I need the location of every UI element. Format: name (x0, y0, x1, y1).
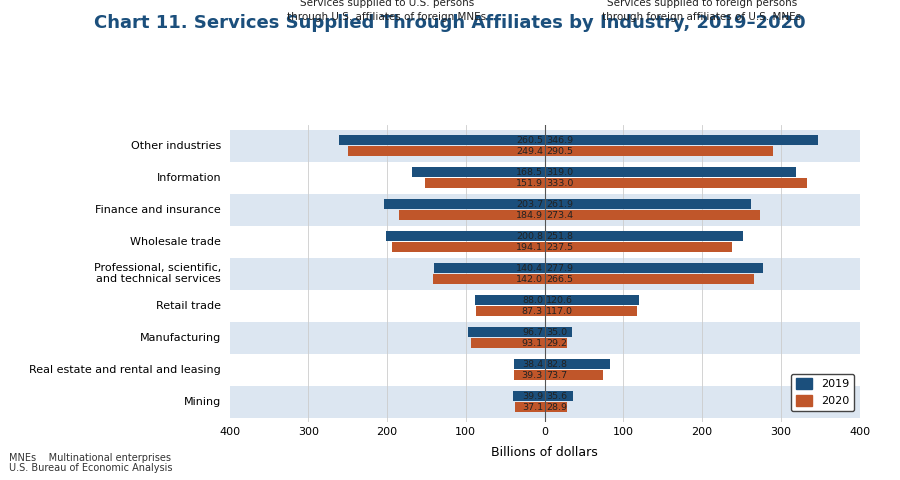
Text: 184.9: 184.9 (516, 211, 543, 219)
Text: 277.9: 277.9 (546, 264, 573, 273)
Text: 35.6: 35.6 (546, 392, 567, 401)
Bar (412, 167, 544, 177)
Bar (433, 274, 544, 284)
Bar (230, 385, 860, 418)
Bar (230, 289, 860, 322)
Text: 249.4: 249.4 (516, 146, 543, 156)
Bar (384, 199, 544, 209)
Text: 35.0: 35.0 (546, 328, 567, 336)
Text: 88.0: 88.0 (522, 296, 543, 305)
Text: 39.9: 39.9 (522, 392, 543, 401)
Bar (544, 295, 640, 305)
Text: 142.0: 142.0 (516, 275, 543, 284)
Text: 140.4: 140.4 (516, 264, 543, 273)
Text: 237.5: 237.5 (546, 242, 573, 252)
Text: 273.4: 273.4 (546, 211, 573, 219)
Text: 200.8: 200.8 (516, 232, 543, 240)
Text: U.S. Bureau of Economic Analysis: U.S. Bureau of Economic Analysis (9, 463, 173, 473)
Bar (544, 231, 742, 241)
Text: 194.1: 194.1 (516, 242, 543, 252)
Text: 151.9: 151.9 (516, 179, 543, 188)
Text: 82.8: 82.8 (546, 360, 567, 369)
X-axis label: Billions of dollars: Billions of dollars (491, 445, 598, 458)
Text: Services supplied to foreign persons
through foreign affiliates of U.S. MNEs: Services supplied to foreign persons thr… (602, 0, 802, 22)
Bar (425, 178, 544, 188)
Text: 120.6: 120.6 (546, 296, 573, 305)
Bar (516, 402, 544, 412)
Bar (468, 327, 544, 337)
Text: 346.9: 346.9 (546, 136, 573, 144)
Bar (544, 274, 754, 284)
Text: 168.5: 168.5 (516, 168, 543, 177)
Bar (544, 391, 572, 401)
Bar (434, 263, 544, 273)
Text: 117.0: 117.0 (546, 307, 573, 315)
Text: 87.3: 87.3 (522, 307, 543, 315)
Text: 266.5: 266.5 (546, 275, 573, 284)
Text: 37.1: 37.1 (522, 403, 543, 411)
Bar (339, 135, 544, 145)
Bar (544, 359, 609, 369)
Text: 39.3: 39.3 (522, 371, 543, 380)
Bar (544, 263, 763, 273)
Bar (513, 391, 544, 401)
Bar (230, 322, 860, 354)
Bar (386, 231, 544, 241)
Bar (544, 327, 572, 337)
Bar (544, 402, 567, 412)
Bar (544, 178, 806, 188)
Bar (475, 295, 544, 305)
Text: 319.0: 319.0 (546, 168, 573, 177)
Bar (230, 258, 860, 289)
Bar (230, 226, 860, 258)
Bar (514, 370, 544, 380)
Bar (544, 146, 773, 156)
Text: 29.2: 29.2 (546, 338, 567, 348)
Text: 290.5: 290.5 (546, 146, 573, 156)
Text: Chart 11. Services Supplied Through Affiliates by Industry, 2019–2020: Chart 11. Services Supplied Through Affi… (94, 14, 806, 33)
Bar (230, 162, 860, 193)
Bar (544, 306, 636, 316)
Bar (476, 306, 544, 316)
Text: Services supplied to U.S. persons
through U.S. affiliates of foreign MNEs: Services supplied to U.S. persons throug… (287, 0, 487, 22)
Bar (544, 338, 568, 348)
Bar (230, 354, 860, 385)
Bar (544, 210, 760, 220)
Text: 73.7: 73.7 (546, 371, 567, 380)
Bar (544, 167, 796, 177)
Bar (399, 210, 544, 220)
Bar (544, 370, 602, 380)
Text: 260.5: 260.5 (516, 136, 543, 144)
Bar (230, 193, 860, 226)
Legend: 2019, 2020: 2019, 2020 (791, 373, 854, 411)
Bar (544, 242, 732, 252)
Text: 261.9: 261.9 (546, 200, 573, 209)
Bar (230, 130, 860, 162)
Bar (544, 135, 818, 145)
Bar (472, 338, 544, 348)
Text: 96.7: 96.7 (522, 328, 543, 336)
Text: 93.1: 93.1 (522, 338, 543, 348)
Bar (514, 359, 544, 369)
Bar (544, 199, 751, 209)
Text: 333.0: 333.0 (546, 179, 573, 188)
Text: MNEs    Multinational enterprises: MNEs Multinational enterprises (9, 453, 171, 463)
Bar (392, 242, 544, 252)
Text: 251.8: 251.8 (546, 232, 573, 240)
Text: 203.7: 203.7 (516, 200, 543, 209)
Bar (348, 146, 544, 156)
Text: 38.4: 38.4 (522, 360, 543, 369)
Text: 28.9: 28.9 (546, 403, 567, 411)
